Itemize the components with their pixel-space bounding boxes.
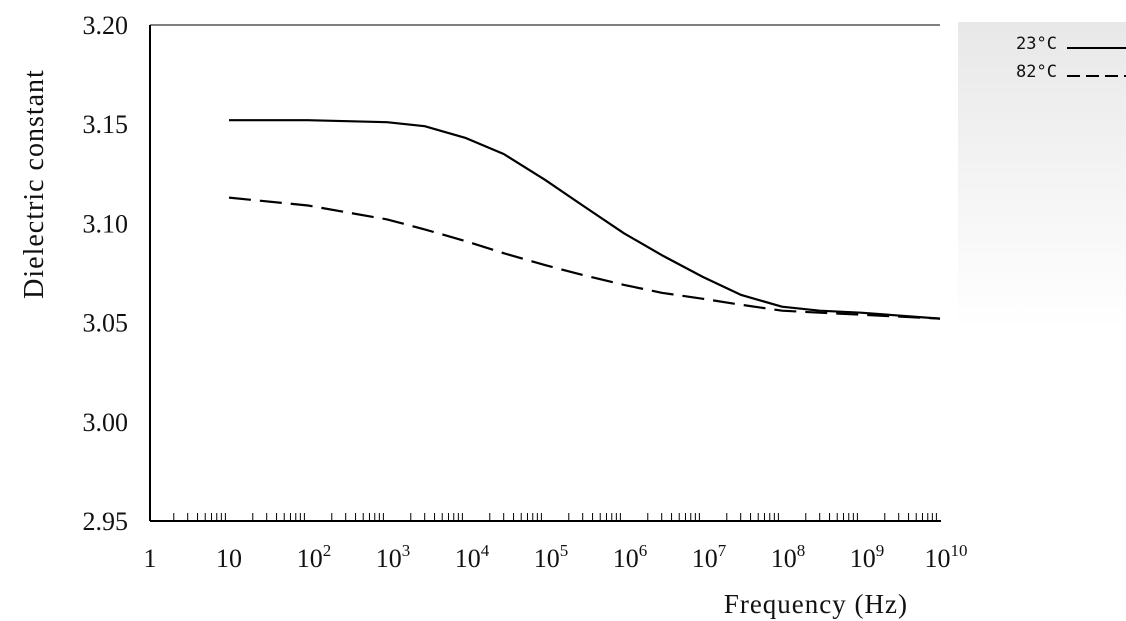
x-axis-label: Frequency (Hz) — [724, 589, 908, 619]
x-tick-label: 105 — [534, 541, 569, 573]
x-tick-label: 1 — [144, 544, 157, 573]
x-tick-label: 103 — [376, 541, 411, 573]
legend-label: 82°C — [1016, 62, 1057, 82]
y-tick-label: 3.10 — [83, 209, 129, 238]
x-tick-label: 10 — [216, 544, 242, 573]
y-tick-label: 2.95 — [83, 507, 129, 536]
series-lines — [228, 119, 941, 320]
y-tick-labels: 2.95 3.00 3.05 3.10 3.15 3.20 — [83, 11, 129, 536]
x-tick-label: 106 — [613, 541, 648, 573]
x-tick-label: 104 — [455, 541, 490, 573]
x-tick-label: 1010 — [925, 541, 968, 573]
x-minor-ticks — [173, 513, 937, 521]
y-tick-label: 3.00 — [83, 408, 129, 437]
x-tick-label: 102 — [297, 541, 332, 573]
x-tick-label: 109 — [850, 541, 885, 573]
legend-background — [958, 22, 1126, 328]
legend: 23°C 82°C — [1016, 34, 1126, 82]
legend-label: 23°C — [1016, 34, 1057, 54]
y-tick-label: 3.15 — [83, 110, 129, 139]
x-tick-label: 107 — [692, 541, 727, 573]
x-tick-label: 108 — [771, 541, 806, 573]
y-tick-label: 3.05 — [83, 309, 129, 338]
y-tick-label: 3.20 — [83, 11, 129, 40]
plot-frame — [149, 24, 941, 522]
series-line-solid — [229, 119, 941, 320]
x-tick-labels: 1 10 102 103 104 105 106 107 108 109 1010 — [144, 541, 968, 573]
series-line-dashed — [228, 196, 941, 320]
y-axis-label: Dielectric constant — [19, 69, 50, 299]
